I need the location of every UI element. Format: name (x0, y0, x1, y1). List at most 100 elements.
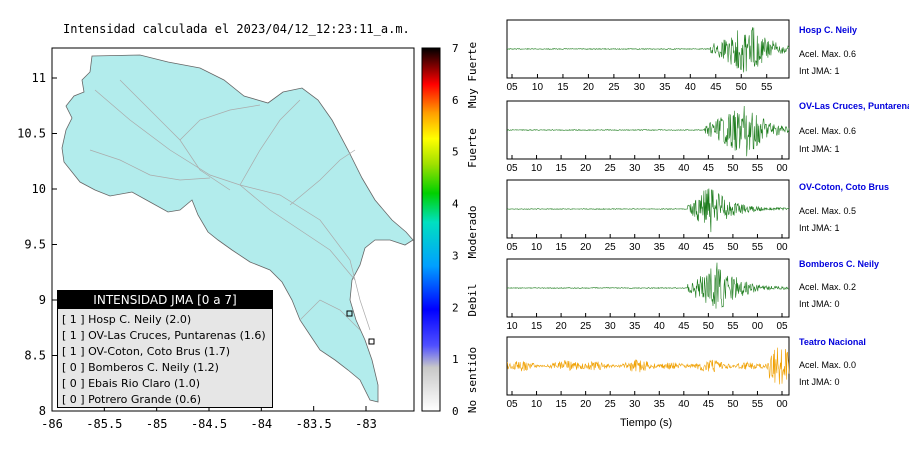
panel-tick-label: 10 (531, 163, 543, 174)
seismogram-panel: 05 10 15 20 25 30 35 40 45 50 55 00 (506, 336, 790, 410)
panel-tick-label: 00 (776, 242, 788, 253)
panel-tick-label: 25 (608, 82, 620, 93)
panel-tick-label: 35 (654, 242, 666, 253)
station-name: OV-Coton, Coto Brus (799, 182, 889, 192)
panel-tick-label: 20 (580, 399, 592, 410)
panel-tick-label: 40 (654, 321, 666, 332)
map-y-tick-label: 8.5 (24, 349, 46, 363)
panel-tick-label: 15 (531, 321, 543, 332)
waveform-trace (506, 188, 790, 233)
panel-tick-label: 55 (761, 82, 773, 93)
panel-tick-label: 00 (752, 321, 764, 332)
panel-tick-label: 45 (703, 163, 715, 174)
map-x-ticks: -86 -85.5 -85 -84.5 -84 -83.5 -83 (41, 406, 377, 431)
int-jma: Int JMA: 0 (799, 299, 840, 309)
colorbar-band-label: Moderado (466, 206, 479, 259)
station-marker (368, 338, 375, 345)
panel-tick-label: 10 (532, 82, 544, 93)
accel-max: Acel. Max. 0.5 (799, 206, 857, 216)
panel-tick-label: 05 (506, 82, 518, 93)
panel-tick-label: 30 (629, 163, 641, 174)
panel-tick-label: 30 (629, 242, 641, 253)
waveform-trace (506, 347, 790, 385)
panel-tick-label: 50 (736, 82, 748, 93)
legend-row: [ 0 ] Bomberos C. Neily (1.2) (62, 361, 219, 374)
panel-tick-label: 50 (727, 242, 739, 253)
costa-rica-land (61, 54, 414, 403)
panel-tick-label: 05 (506, 399, 518, 410)
waveform-trace (506, 262, 789, 309)
panel-tick-label: 40 (685, 82, 697, 93)
panel-tick-label: 15 (556, 242, 568, 253)
seismogram-panel: 05 10 15 20 25 30 35 40 45 50 55 00 (506, 179, 790, 253)
panel-tick-label: 10 (531, 399, 543, 410)
panel-tick-label: 40 (678, 163, 690, 174)
map-x-tick-label: -84.5 (191, 417, 227, 431)
legend-row: [ 1 ] Hosp C. Neily (2.0) (62, 313, 192, 326)
panel-tick-label: 05 (776, 321, 788, 332)
legend-row: [ 1 ] OV-Las Cruces, Puntarenas (1.6) (62, 329, 266, 342)
panel-tick-label: 45 (703, 399, 715, 410)
x-axis-label: Tiempo (s) (620, 417, 673, 429)
panel-tick-label: 55 (752, 399, 764, 410)
colorbar-band-label: No sentido (466, 347, 479, 413)
panel-tick-label: 05 (506, 242, 518, 253)
map-x-tick-label: -84 (250, 417, 272, 431)
map-x-tick-label: -86 (41, 417, 63, 431)
colorbar (421, 47, 441, 412)
panel-tick-label: 35 (654, 163, 666, 174)
map-x-tick-label: -85.5 (86, 417, 122, 431)
panel-tick-label: 10 (506, 321, 518, 332)
panel-tick-label: 15 (556, 399, 568, 410)
map-title: Intensidad calculada el 2023/04/12_12:23… (63, 22, 410, 36)
map-x-tick-label: -83 (355, 417, 377, 431)
panel-tick-label: 25 (605, 163, 617, 174)
accel-max: Acel. Max. 0.6 (799, 49, 857, 59)
road-network (89, 79, 371, 331)
intensity-legend: INTENSIDAD JMA [0 a 7] [ 1 ] Hosp C. Nei… (57, 290, 273, 408)
map-y-tick-label: 10.5 (17, 127, 46, 141)
panel-tick-label: 50 (727, 163, 739, 174)
panel-tick-label: 35 (659, 82, 671, 93)
panel-tick-label: 00 (776, 399, 788, 410)
station-name: Bomberos C. Neily (799, 259, 880, 269)
panel-tick-label: 35 (654, 399, 666, 410)
map-y-tick-label: 9.5 (24, 238, 46, 252)
legend-row: [ 1 ] OV-Coton, Coto Brus (1.7) (62, 345, 231, 358)
seismogram-panels: 05 10 15 20 25 30 35 40 45 50 55 05 10 15 20 25 30 35 40 45… (506, 19, 790, 410)
int-jma: Int JMA: 1 (799, 144, 840, 154)
panel-tick-label: 00 (776, 163, 788, 174)
panel-tick-label: 05 (506, 163, 518, 174)
colorbar-band-label: Fuerte (466, 128, 479, 168)
colorbar-band-label: Muy Fuerte (466, 42, 479, 108)
map-y-tick-label: 8 (39, 404, 46, 418)
accel-max: Acel. Max. 0.2 (799, 282, 857, 292)
int-jma: Int JMA: 1 (799, 66, 840, 76)
panel-tick-label: 20 (580, 242, 592, 253)
legend-title: INTENSIDAD JMA [0 a 7] (58, 291, 272, 309)
colorbar-tick-label: 4 (452, 198, 459, 211)
int-jma: Int JMA: 0 (799, 377, 840, 387)
colorbar-labels: Muy Fuerte Fuerte Moderado Debil No sentido (466, 42, 479, 413)
panel-tick-label: 20 (556, 321, 568, 332)
colorbar-tick-label: 3 (452, 249, 459, 262)
panel-tick-label: 20 (580, 163, 592, 174)
panel-tick-label: 50 (703, 321, 715, 332)
panel-tick-label: 30 (629, 399, 641, 410)
panel-tick-label: 55 (752, 163, 764, 174)
panel-tick-label: 50 (727, 399, 739, 410)
panel-tick-label: 40 (678, 399, 690, 410)
panel-tick-label: 15 (557, 82, 569, 93)
int-jma: Int JMA: 1 (799, 223, 840, 233)
waveform-trace (506, 105, 790, 157)
panel-tick-label: 10 (531, 242, 543, 253)
station-name: Teatro Nacional (799, 337, 866, 347)
panel-tick-label: 55 (727, 321, 739, 332)
map-x-tick-label: -83.5 (296, 417, 332, 431)
panel-tick-label: 35 (629, 321, 641, 332)
station-name: Hosp C. Neily (799, 25, 858, 35)
seismogram-panel: 10 15 20 25 30 35 40 45 50 55 00 05 (506, 258, 790, 332)
map-y-tick-label: 11 (32, 71, 46, 85)
colorbar-tick-label: 2 (452, 301, 459, 314)
panel-tick-label: 15 (556, 163, 568, 174)
